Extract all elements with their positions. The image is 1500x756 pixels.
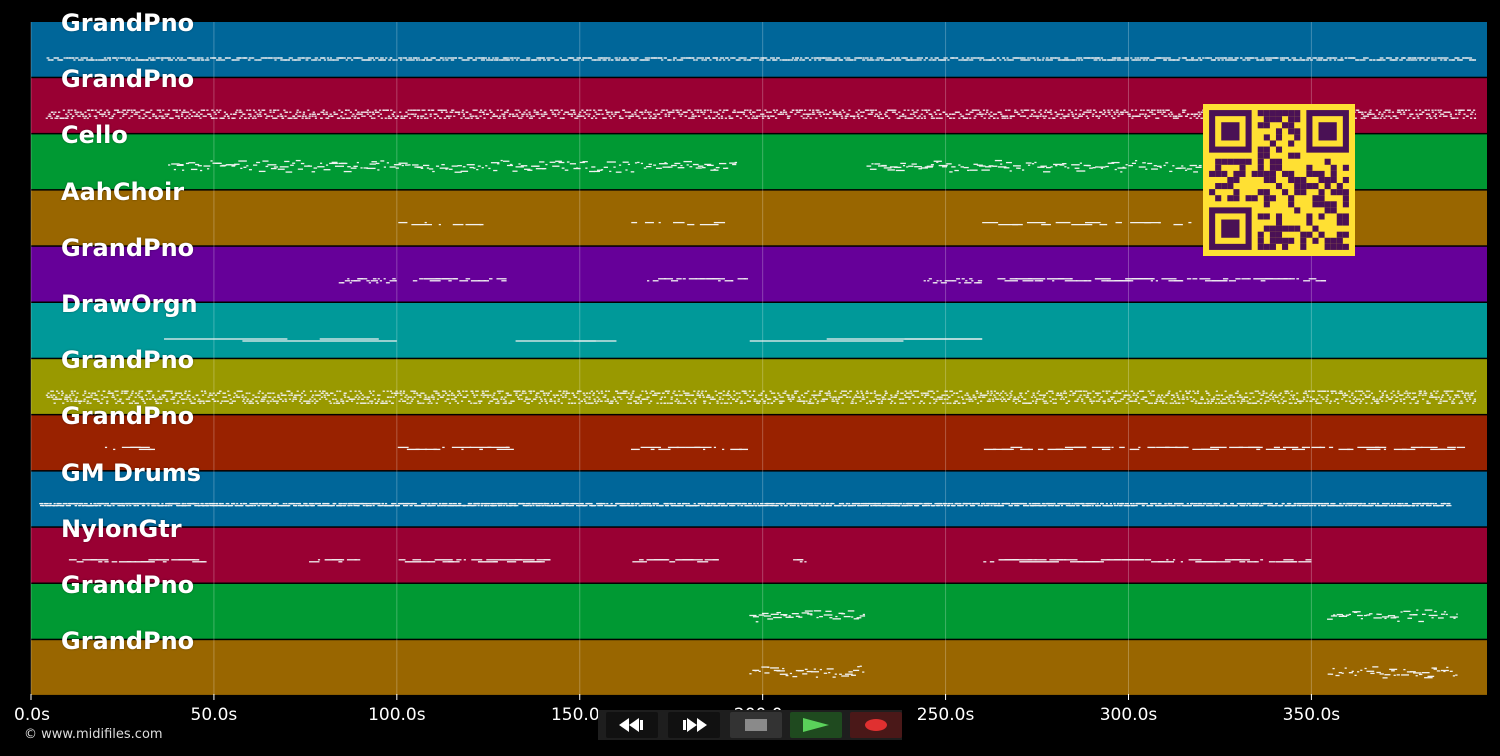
track-lane [31,303,1487,358]
track-notes [45,390,1477,404]
track-notes [398,221,1192,226]
track-notes [164,338,983,342]
track-notes [338,278,1327,284]
track-lane [31,359,1487,414]
track-lane [31,471,1487,527]
track-notes [168,159,1202,173]
track-notes [46,57,1477,61]
track-notes [104,446,1466,451]
track-lane [31,527,1487,583]
track-lane [31,584,1487,639]
track-notes [39,502,1452,507]
track-lane [31,415,1487,471]
track-notes [45,109,1477,119]
track-lane [31,22,1487,77]
track-lane [31,640,1487,695]
